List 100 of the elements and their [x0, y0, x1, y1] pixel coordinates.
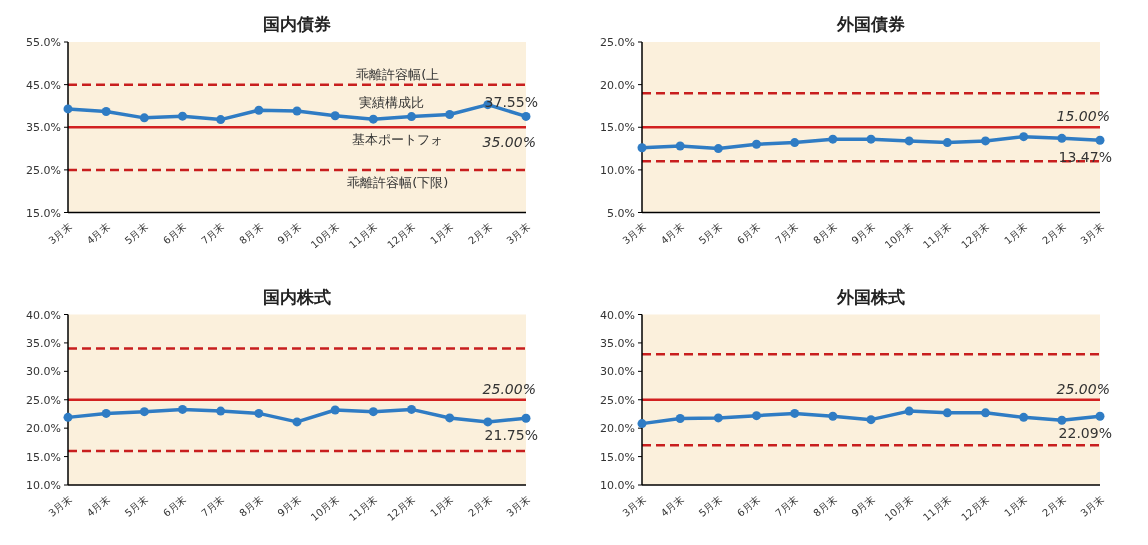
x-tick-label: 3月末	[504, 220, 532, 247]
y-tick-label: 25.0%	[26, 393, 61, 407]
x-tick-label: 1月末	[428, 493, 456, 519]
x-tick-label: 8月末	[811, 493, 839, 519]
point	[675, 414, 685, 424]
point	[483, 417, 493, 427]
x-tick-label: 5月末	[696, 220, 725, 247]
y-tick-label: 55.0%	[26, 36, 61, 49]
x-tick-label: 4月末	[658, 220, 686, 247]
point	[752, 139, 761, 149]
point	[445, 413, 455, 423]
ref-line-label: 15.00%	[1056, 108, 1110, 125]
point	[101, 408, 111, 418]
point	[942, 408, 952, 418]
ref-line-label: 25.00%	[482, 380, 536, 397]
point	[407, 112, 416, 122]
x-tick-label: 10月末	[308, 220, 341, 251]
x-tick-label: 4月末	[84, 493, 112, 519]
y-tick-label: 35.0%	[26, 336, 61, 350]
y-tick-label: 25.0%	[600, 393, 635, 407]
point	[292, 417, 302, 427]
x-tick-label: 5月末	[122, 493, 151, 519]
ref-line-label: 乖離許容幅(下限)	[347, 174, 449, 190]
y-tick-label: 35.0%	[600, 336, 635, 350]
x-tick-label: 6月末	[161, 493, 189, 519]
x-tick-label: 9月末	[275, 493, 303, 519]
y-tick-label: 5.0%	[607, 206, 635, 220]
point	[790, 138, 800, 148]
x-tick-label: 2月末	[466, 220, 494, 247]
x-tick-label: 5月末	[696, 493, 725, 519]
y-tick-label: 30.0%	[600, 365, 635, 379]
point	[1057, 415, 1067, 425]
y-tick-label: 40.0%	[26, 308, 61, 322]
x-tick-label: 11月末	[346, 220, 380, 251]
y-tick-label: 30.0%	[26, 365, 61, 379]
y-tick-label: 45.0%	[26, 78, 61, 92]
point	[904, 406, 914, 416]
x-tick-label: 7月末	[199, 220, 227, 247]
point	[1095, 411, 1105, 421]
point	[637, 143, 647, 153]
y-tick-label: 35.0%	[26, 121, 61, 135]
y-tick-label: 10.0%	[600, 479, 635, 492]
x-tick-label: 12月末	[385, 220, 418, 251]
x-tick-label: 12月末	[959, 220, 992, 251]
point	[521, 413, 531, 423]
point	[637, 419, 647, 429]
x-tick-label: 11月末	[920, 493, 954, 523]
point	[981, 136, 990, 146]
point	[1095, 135, 1105, 145]
data-label: 22.09%	[1058, 425, 1112, 442]
x-tick-label: 11月末	[346, 493, 380, 523]
x-tick-label: 2月末	[466, 493, 494, 519]
y-tick-label: 15.0%	[600, 121, 635, 135]
point	[1057, 133, 1067, 143]
ref-line-label: 基本ポートフォ	[352, 132, 444, 148]
x-tick-label: 8月末	[811, 220, 839, 247]
point	[216, 406, 226, 416]
point	[445, 109, 455, 119]
x-tick-label: 5月末	[122, 220, 151, 247]
point	[368, 407, 378, 417]
x-tick-label: 10月末	[882, 493, 915, 523]
data-label: 21.75%	[484, 427, 538, 444]
point	[330, 111, 340, 121]
point	[866, 134, 876, 144]
x-tick-label: 9月末	[275, 220, 303, 247]
x-tick-label: 1月末	[1002, 220, 1030, 247]
data-label: 37.55%	[484, 94, 538, 111]
x-tick-label: 9月末	[849, 220, 877, 247]
x-tick-label: 3月末	[620, 493, 648, 519]
chart-title: 国内債券	[263, 14, 331, 34]
y-tick-label: 15.0%	[26, 206, 61, 220]
x-tick-label: 10月末	[308, 493, 341, 523]
x-tick-label: 6月末	[735, 220, 763, 247]
ref-line-label: 25.00%	[1056, 380, 1110, 397]
point	[101, 106, 111, 116]
x-tick-label: 6月末	[735, 493, 763, 519]
point	[942, 138, 952, 148]
x-tick-label: 8月末	[237, 493, 265, 519]
point	[1019, 412, 1029, 422]
x-tick-label: 8月末	[237, 220, 265, 247]
chart-title: 外国債券	[836, 14, 905, 34]
point	[713, 413, 723, 423]
point	[521, 111, 531, 121]
point	[139, 407, 149, 417]
x-tick-label: 12月末	[959, 493, 992, 523]
y-tick-label: 15.0%	[600, 450, 635, 464]
x-tick-label: 3月末	[504, 493, 532, 519]
x-tick-label: 1月末	[1002, 493, 1030, 519]
point	[216, 115, 226, 125]
y-tick-label: 20.0%	[600, 78, 635, 92]
point	[292, 106, 302, 116]
x-tick-label: 7月末	[773, 493, 801, 519]
x-tick-label: 10月末	[882, 220, 915, 251]
point	[1019, 132, 1029, 142]
x-tick-label: 9月末	[849, 493, 877, 519]
data-label: 13.47%	[1058, 149, 1112, 166]
x-tick-label: 3月末	[1078, 493, 1106, 519]
point	[368, 114, 378, 124]
chart-title: 国内株式	[263, 286, 331, 307]
y-tick-label: 25.0%	[600, 36, 635, 49]
